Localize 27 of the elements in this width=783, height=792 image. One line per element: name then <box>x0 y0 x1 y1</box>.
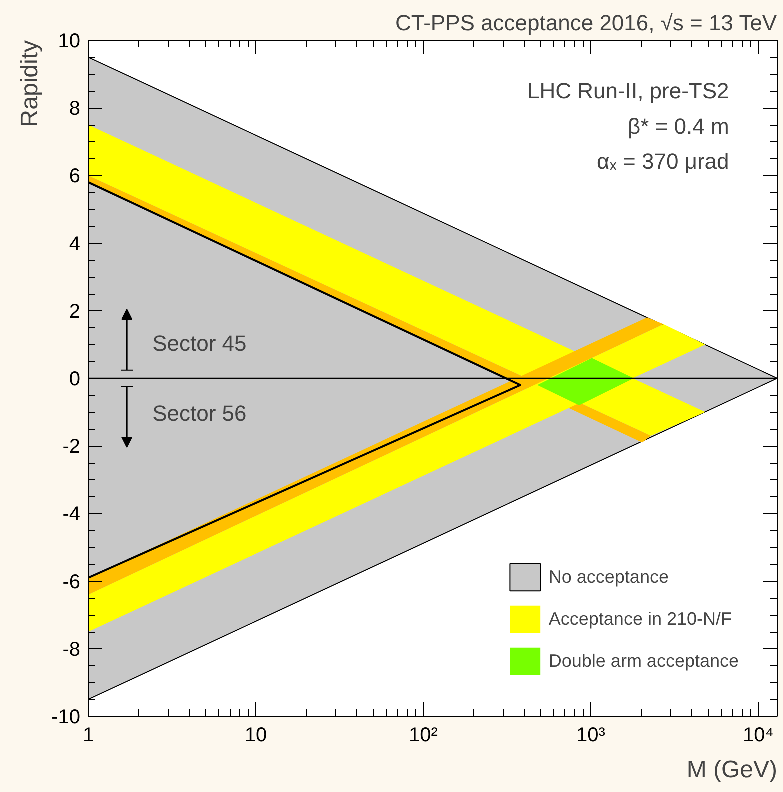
annotation: LHC Run-II, pre-TS2 <box>528 78 730 104</box>
annotation: β* = 0.4 m <box>628 114 730 139</box>
y-tick-label: -4 <box>62 504 81 526</box>
y-tick-label: 4 <box>69 233 80 256</box>
x-tick-label: 10⁴ <box>742 724 774 746</box>
y-axis-title: Rapidity <box>16 40 44 128</box>
y-tick-label: 6 <box>69 166 80 188</box>
annotation: αₓ = 370 μrad <box>596 149 730 174</box>
y-tick-label: -10 <box>52 706 80 728</box>
annotation: Sector 56 <box>152 401 247 426</box>
y-tick-label: -8 <box>62 638 81 661</box>
y-tick-label: 10 <box>58 30 81 52</box>
annotation: Sector 45 <box>152 330 247 356</box>
y-tick-label: -2 <box>62 436 81 458</box>
chart-title: CT-PPS acceptance 2016, √s = 13 TeV <box>395 10 778 36</box>
x-tick-label: 1 <box>82 724 94 746</box>
legend-label: Acceptance in 210-N/F <box>548 608 732 630</box>
x-axis-title: M (GeV) <box>686 756 778 784</box>
x-tick-label: 10 <box>244 724 268 746</box>
y-tick-label: 8 <box>69 98 80 120</box>
y-tick-label: 0 <box>69 368 80 390</box>
legend-label: Double arm acceptance <box>548 650 739 672</box>
x-tick-label: 10² <box>409 724 438 746</box>
y-tick-label: 2 <box>69 300 80 323</box>
legend-label: No acceptance <box>548 566 669 588</box>
x-tick-label: 10³ <box>576 724 606 746</box>
y-tick-label: -6 <box>62 571 81 594</box>
